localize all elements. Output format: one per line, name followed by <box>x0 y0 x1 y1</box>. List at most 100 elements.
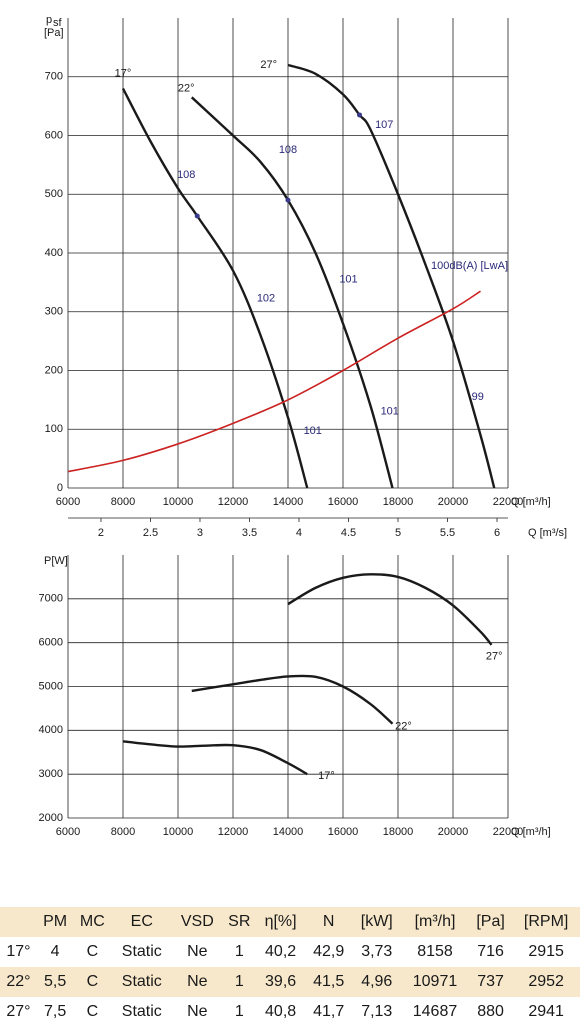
x2-tick-label: 5.5 <box>440 527 455 539</box>
table-cell: 4,96 <box>352 967 402 997</box>
table-row: 17° 4 C Static Ne 1 40,2 42,9 3,73 8158 716 2915 <box>0 937 580 967</box>
x-tick-label: 18000 <box>383 826 414 838</box>
x-tick-label: 6000 <box>56 826 80 838</box>
y-tick-label: 5000 <box>39 680 63 692</box>
table-cell: 5,5 <box>36 967 74 997</box>
table-cell: Static <box>121 1003 162 1020</box>
y-axis-label: [Pa] <box>44 27 64 39</box>
x-axis-label: Q [m³/h] <box>511 826 551 838</box>
table-cell: Ne <box>187 943 208 960</box>
table-cell: Ne <box>172 967 223 997</box>
annotation: 27° <box>260 59 277 71</box>
y-axis-label: sf <box>53 17 63 29</box>
x2-tick-label: 3.5 <box>242 527 257 539</box>
x2-tick-label: 2.5 <box>143 527 158 539</box>
data-table: PM MC EC VSD SR η[%] N [kW] [m³/h] [Pa] [RPM] 17° 4 C… <box>0 907 580 1027</box>
y-tick-label: 4000 <box>39 724 63 736</box>
table-cell: [Pa] <box>468 907 513 937</box>
annotation: 100dB(A) [LwA] <box>431 260 508 272</box>
table-cell: [RPM] <box>512 907 580 937</box>
x-tick-label: 10000 <box>163 496 194 508</box>
table-cell: 716 <box>477 943 504 960</box>
y-tick-label: 7000 <box>39 593 63 605</box>
table-cell: 3,73 <box>361 943 393 960</box>
table-cell: 17° <box>6 943 31 960</box>
annotation: 108 <box>177 169 195 181</box>
y-axis-label: P[W] <box>44 555 68 567</box>
annotation: 22° <box>178 82 195 94</box>
x-tick-label: 10000 <box>163 826 194 838</box>
table-cell: 42,9 <box>313 943 345 960</box>
marker <box>357 112 362 118</box>
table-cell <box>0 907 37 937</box>
annotation: 22° <box>395 721 412 733</box>
curve <box>287 63 496 489</box>
table-cell: 2941 <box>528 1003 564 1020</box>
table-cell: Static <box>111 967 173 997</box>
table-cell: 7,5 <box>44 1003 67 1020</box>
y-tick-label: 6000 <box>39 637 63 649</box>
x-tick-label: 12000 <box>218 496 249 508</box>
table-cell: MC <box>73 907 112 937</box>
annotation: 101 <box>339 273 357 285</box>
table-cell: 4 <box>50 943 60 960</box>
table-cell: 41,5 <box>304 967 353 997</box>
y-tick-label: 500 <box>45 188 63 200</box>
table-cell: 27° <box>6 1003 31 1020</box>
table-cell: 22° <box>0 967 37 997</box>
table-cell: 1 <box>234 943 244 960</box>
table-cell: PM <box>36 907 74 937</box>
curve <box>190 96 394 489</box>
y-tick-label: 600 <box>45 129 63 141</box>
y-tick-label: 2000 <box>39 812 63 824</box>
table-cell: 1 <box>222 967 257 997</box>
x2-axis-label: Q [m³/s] <box>528 527 567 539</box>
annotation: 101 <box>304 425 322 437</box>
table-cell: 7,13 <box>361 1003 393 1020</box>
annotation: 102 <box>257 293 275 305</box>
table-cell: 14687 <box>412 1003 458 1020</box>
y-tick-label: 200 <box>45 364 63 376</box>
table-cell: η[%] <box>256 907 305 937</box>
y-tick-label: 700 <box>45 71 63 83</box>
y-tick-label: 400 <box>45 247 63 259</box>
table-row: 27° 7,5 C Static Ne 1 40,8 41,7 7,13 14687 880 2941 <box>0 997 580 1027</box>
charts: 0 100 200 300 400 500 600 700 6000 8000 10000 12000… <box>39 14 568 838</box>
table-cell: 2915 <box>528 943 564 960</box>
x-tick-label: 8000 <box>111 826 135 838</box>
y-tick-label: 0 <box>57 482 63 494</box>
x2-tick-label: 3 <box>197 527 203 539</box>
y-tick-label: 100 <box>45 423 63 435</box>
x-tick-label: 22000 <box>493 496 524 508</box>
annotation: 107 <box>375 119 393 131</box>
table-row: 22° 5,5 C Static Ne 1 39,6 41,5 4,96 10971 737 2952 <box>0 967 580 997</box>
table-cell: 1 <box>234 1003 244 1020</box>
annotation: 17° <box>115 68 132 80</box>
table-cell: 8158 <box>417 943 453 960</box>
x-tick-label: 22000 <box>493 826 524 838</box>
table-cell: 39,6 <box>256 967 305 997</box>
table-cell: Ne <box>187 1003 208 1020</box>
x2-tick-label: 5 <box>395 527 401 539</box>
annotation: 108 <box>279 144 297 156</box>
table-cell: EC <box>111 907 173 937</box>
curve <box>121 87 309 489</box>
x-tick-label: 20000 <box>438 496 469 508</box>
table-cell: 40,8 <box>265 1003 297 1020</box>
y-axis-label: p <box>46 14 52 26</box>
annotation: 99 <box>472 391 484 403</box>
y-tick-label: 300 <box>45 306 63 318</box>
table-cell: 880 <box>477 1003 504 1020</box>
table-cell: C <box>86 1003 99 1020</box>
table-cell: [m³/h] <box>401 907 469 937</box>
table-cell: [kW] <box>352 907 402 937</box>
x2-tick-label: 2 <box>98 527 104 539</box>
annotation: 27° <box>486 651 503 663</box>
marker <box>194 213 200 219</box>
table-cell: 2952 <box>512 967 580 997</box>
x2-tick-label: 6 <box>494 527 500 539</box>
curve <box>191 674 394 725</box>
y-tick-label: 3000 <box>39 768 63 780</box>
table-cell: C <box>86 943 99 960</box>
